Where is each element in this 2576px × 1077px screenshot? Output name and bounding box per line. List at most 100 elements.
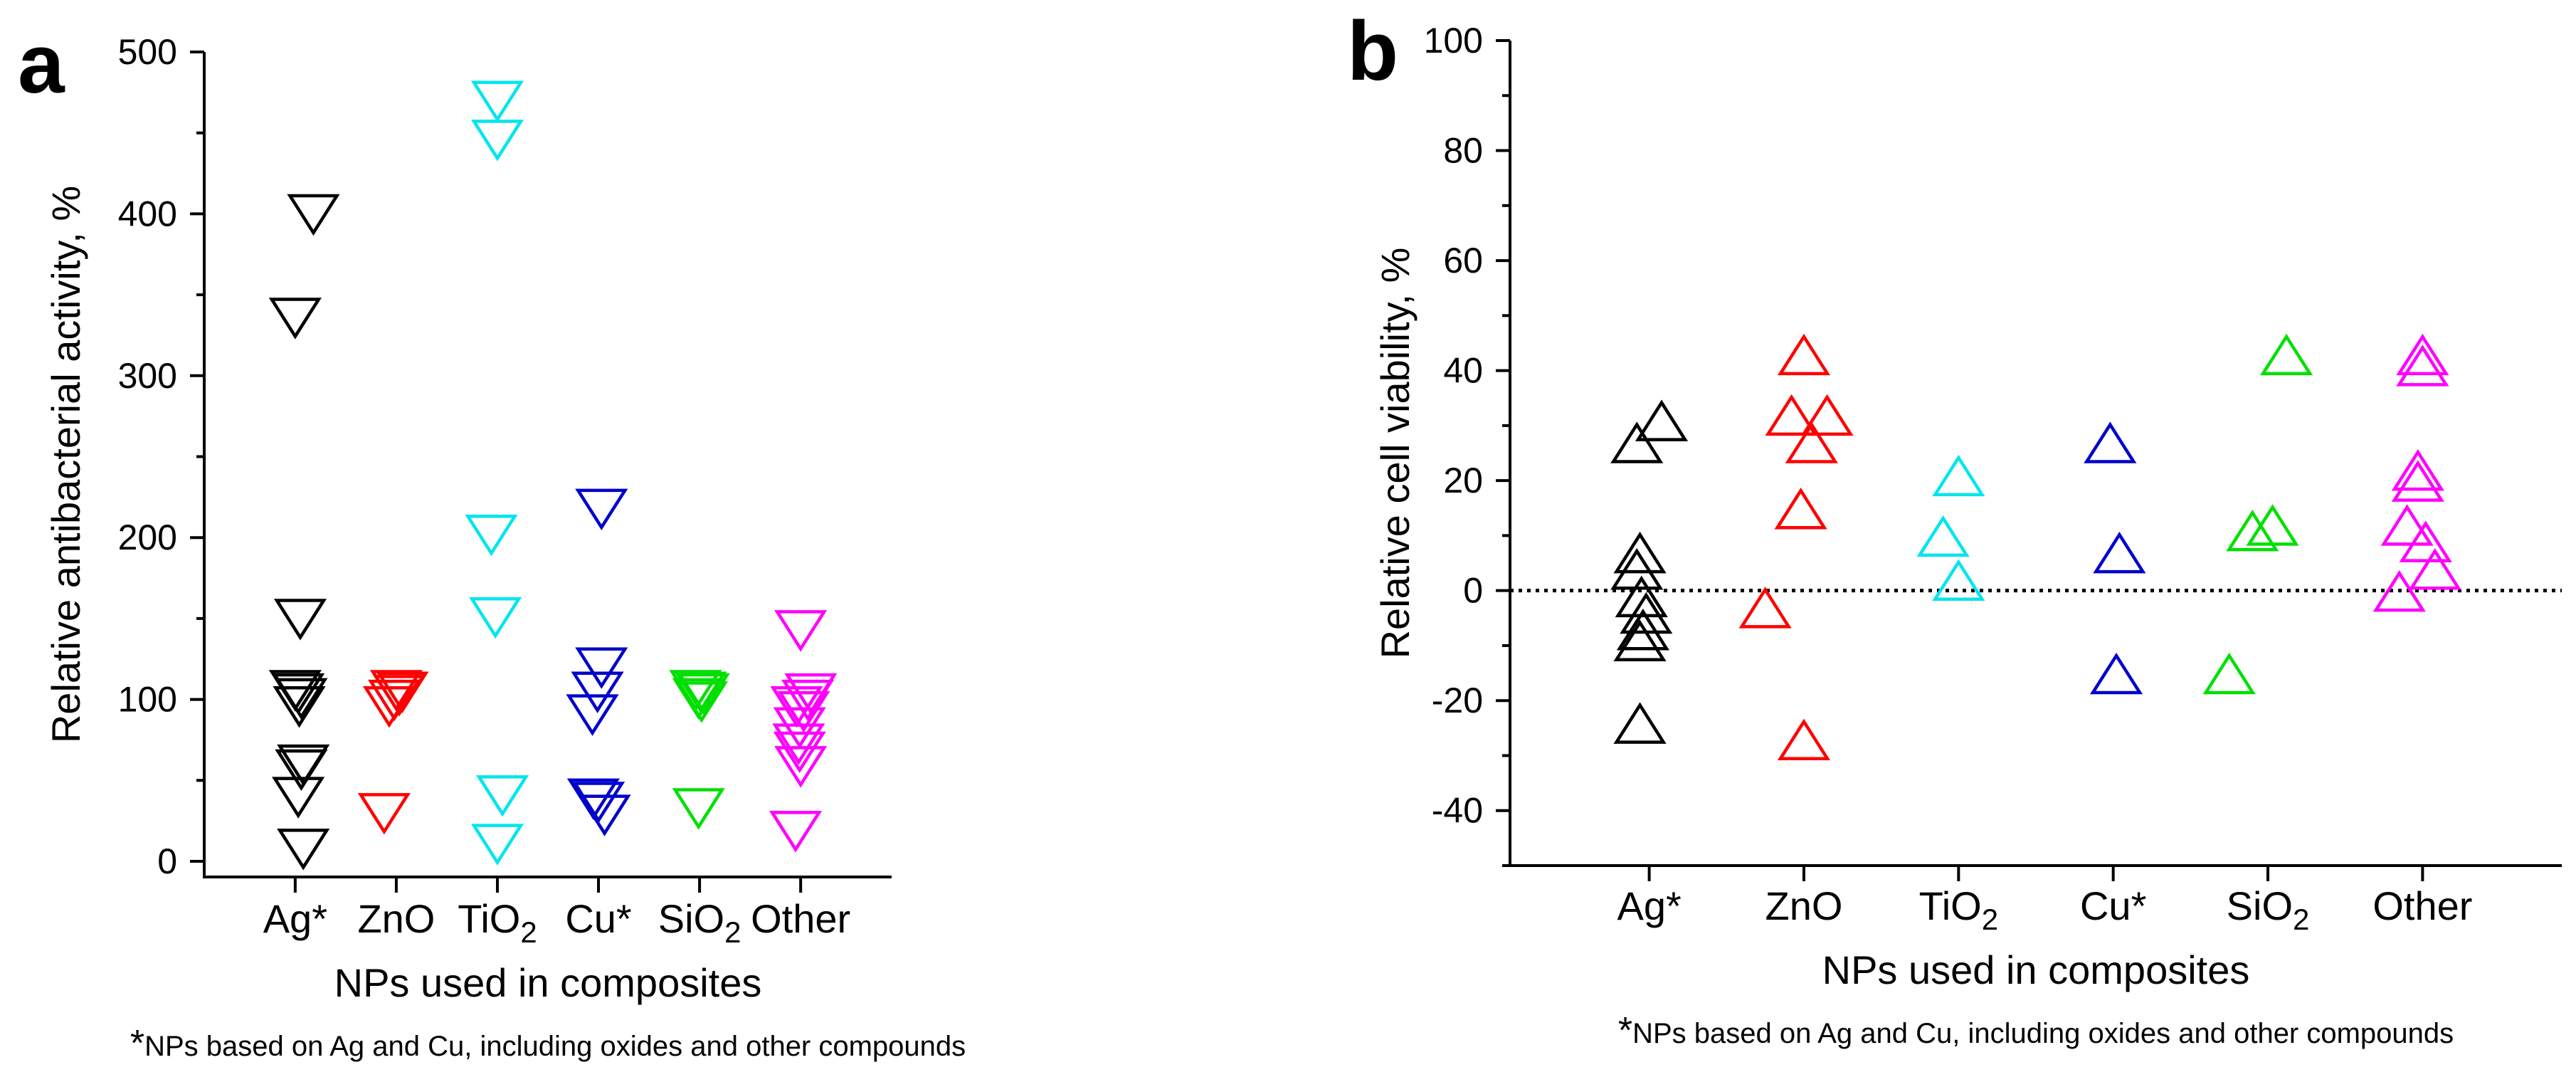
- footnote: *NPs based on Ag and Cu, including oxide…: [130, 1023, 966, 1064]
- data-point-tio2: [1932, 454, 1985, 497]
- data-point-tio2: [475, 775, 529, 817]
- data-point-ag: [273, 599, 327, 641]
- data-point-other: [2391, 460, 2444, 502]
- data-point-other: [2396, 333, 2449, 376]
- data-point-cu: [2089, 652, 2143, 695]
- data-point-tio2: [1916, 515, 1970, 557]
- data-point-sio2: [2260, 333, 2313, 376]
- data-point-cu: [575, 647, 628, 689]
- data-point-other: [2408, 548, 2461, 590]
- data-point-other: [770, 686, 823, 728]
- x-tick-label: ZnO: [1765, 883, 1843, 928]
- x-tick-label: SiO2: [658, 896, 741, 949]
- x-tick-label: TiO2: [1919, 883, 1999, 936]
- data-point-other: [774, 746, 828, 788]
- data-point-zno: [357, 793, 411, 835]
- data-point-tio2: [470, 120, 524, 162]
- data-point-tio2: [470, 824, 524, 866]
- data-point-other: [2380, 504, 2434, 546]
- data-point-zno: [373, 675, 426, 717]
- data-point-sio2: [2202, 652, 2256, 695]
- y-tick-label: 60: [1443, 241, 1483, 280]
- x-tick-label: Cu*: [2080, 883, 2146, 928]
- x-tick-label: Other: [2372, 883, 2472, 928]
- data-point-zno: [362, 686, 416, 728]
- y-axis-label: Relative cell viability, %: [1373, 248, 1418, 659]
- data-point-zno: [1777, 718, 1831, 761]
- y-tick-label: 0: [1463, 571, 1483, 611]
- panel-a-antibacterial-chart: a 0 100 200 300 400 500 Relative antibacterial …: [18, 17, 966, 1064]
- data-point-other: [769, 811, 823, 853]
- data-point-cu: [578, 794, 631, 836]
- y-tick-label: 400: [118, 194, 177, 233]
- data-point-ag: [1610, 421, 1664, 463]
- data-point-zno: [1785, 421, 1838, 463]
- y-axis-label: Relative antibacterial activity, %: [43, 186, 88, 743]
- y-tick-label: 100: [1424, 21, 1483, 61]
- y-tick-label: 0: [157, 841, 177, 881]
- data-point-other: [781, 679, 835, 722]
- x-tick-label: TiO2: [458, 896, 537, 949]
- y-tick-label: 20: [1443, 461, 1483, 500]
- data-point-ag: [272, 777, 325, 819]
- panel-letter: a: [18, 17, 65, 111]
- data-point-tio2: [469, 597, 522, 639]
- data-point-ag: [287, 194, 340, 236]
- data-point-sio2: [677, 673, 730, 715]
- data-point-other: [2399, 520, 2452, 562]
- y-tick-label: 40: [1443, 351, 1483, 391]
- data-point-ag: [268, 298, 322, 340]
- data-point-tio2: [1932, 559, 1985, 601]
- y-tick-label: 80: [1443, 131, 1483, 171]
- y-tick-label: 500: [118, 32, 177, 72]
- data-point-ag: [275, 749, 328, 792]
- data-point-ag: [277, 829, 330, 871]
- x-tick-label: Other: [751, 896, 850, 941]
- data-point-sio2: [2226, 509, 2279, 552]
- data-point-other: [773, 731, 826, 774]
- data-point-cu: [571, 782, 625, 824]
- y-tick-label: 100: [118, 680, 177, 720]
- data-point-other: [773, 707, 826, 750]
- footnote: *NPs based on Ag and Cu, including oxide…: [1618, 1010, 2454, 1051]
- data-point-zno: [1774, 488, 1827, 530]
- panel-b-cell-viability-chart: b -40 -20 0 20 40 60 80 100 Relative cell viabili…: [1347, 4, 2562, 1051]
- y-tick-label: 200: [118, 518, 177, 557]
- x-axis-label: NPs used in composites: [334, 960, 762, 1005]
- y-tick-label: -20: [1432, 681, 1483, 720]
- x-axis-label: NPs used in composites: [1822, 947, 2250, 992]
- data-point-cu: [2084, 421, 2137, 463]
- data-point-other: [2396, 345, 2449, 387]
- data-point-cu: [571, 671, 624, 714]
- data-point-ag: [1635, 399, 1689, 441]
- data-point-zno: [1765, 394, 1818, 436]
- x-tick-label: Cu*: [565, 896, 631, 941]
- data-point-ag: [1613, 619, 1667, 661]
- y-tick-label: 300: [118, 356, 177, 396]
- y-tick-label: -40: [1432, 791, 1483, 831]
- data-point-ag: [1616, 609, 1670, 651]
- data-point-other: [2372, 569, 2426, 612]
- data-point-other: [774, 610, 828, 652]
- data-point-zno: [1800, 394, 1854, 436]
- data-point-sio2: [674, 671, 727, 714]
- data-point-cu: [2093, 531, 2146, 574]
- data-point-ag: [1613, 702, 1667, 744]
- data-point-cu: [566, 694, 619, 736]
- data-point-other: [772, 723, 825, 765]
- data-point-tio2: [465, 514, 518, 557]
- data-point-zno: [1738, 587, 1792, 629]
- x-tick-label: Ag*: [1617, 883, 1681, 928]
- x-tick-label: SiO2: [2227, 883, 2310, 936]
- data-point-other: [777, 690, 830, 733]
- data-point-ag: [273, 686, 326, 728]
- data-point-sio2: [2246, 504, 2299, 546]
- data-point-other: [2391, 448, 2444, 491]
- panel-letter: b: [1347, 4, 1398, 98]
- x-tick-label: Ag*: [263, 896, 327, 941]
- x-tick-label: ZnO: [357, 896, 435, 941]
- data-point-sio2: [672, 788, 725, 830]
- data-point-sio2: [675, 681, 729, 723]
- data-point-ag: [275, 678, 328, 720]
